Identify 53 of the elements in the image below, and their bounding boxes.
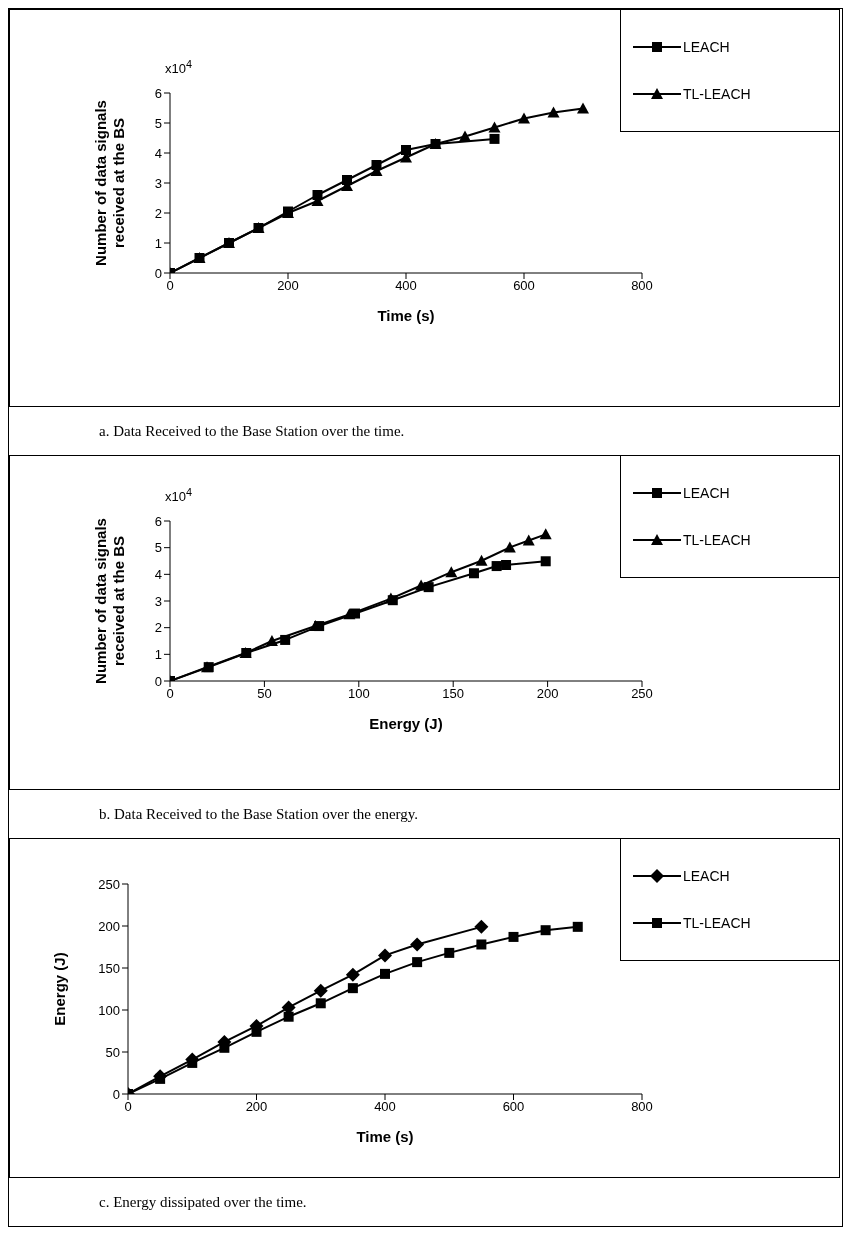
x-tick-label: 0 (166, 686, 174, 702)
x-tick-label: 100 (347, 686, 370, 702)
x-tick-label: 800 (631, 1099, 653, 1115)
y-tick-label: 5 (154, 115, 162, 131)
y-tick-label: 0 (112, 1086, 120, 1102)
x-tick-label: 0 (124, 1099, 132, 1115)
y-axis-title: Number of data signals received at the BS (92, 100, 127, 266)
y-tick-label: 1 (154, 646, 162, 662)
x-tick-label: 400 (374, 1099, 396, 1115)
y-tick-label: 50 (105, 1044, 120, 1060)
y-tick-label: 6 (154, 513, 162, 529)
text: x10$^{4}$ (165, 486, 192, 505)
y-tick-label: 250 (98, 876, 120, 892)
legend-label: LEACH (683, 39, 730, 56)
x-tick-label: 0 (166, 278, 174, 294)
x-tick-label: 800 (631, 278, 653, 294)
y-axis-title: Number of data signals received at the BS (92, 518, 127, 684)
y-tick-label: 150 (98, 960, 120, 976)
y-tick-label: 0 (154, 673, 162, 689)
y-tick-label: 4 (154, 145, 162, 161)
y-tick-label: 0 (154, 265, 162, 281)
y-tick-label: 3 (154, 175, 162, 191)
x-tick-label: 200 (536, 686, 559, 702)
y-tick-label: 5 (154, 540, 162, 556)
text: a. Data Received to the Base Station over the time. (98, 422, 406, 441)
x-tick-label: 600 (502, 1099, 525, 1115)
y-tick-label: 1 (154, 235, 162, 251)
legend-label: TL-LEACH (683, 531, 751, 548)
x-tick-label: 250 (631, 686, 653, 702)
legend-label: TL-LEACH (683, 914, 751, 931)
x-axis-title: Energy (J) (369, 715, 443, 732)
y-tick-label: 3 (154, 593, 162, 609)
legend-label: LEACH (683, 485, 730, 502)
x-axis-title: Time (s) (356, 1128, 414, 1145)
text: x10$^{4}$ (165, 58, 192, 77)
legend-label: TL-LEACH (683, 85, 751, 102)
y-tick-label: 2 (154, 620, 162, 636)
y-tick-label: 2 (154, 205, 162, 221)
y-tick-label: 4 (154, 566, 162, 582)
legend-label: LEACH (683, 868, 730, 885)
y-axis-title: Energy (J) (51, 952, 68, 1026)
x-tick-label: 200 (245, 1099, 268, 1115)
x-axis-title: Time (s) (377, 307, 435, 324)
x-tick-label: 600 (513, 278, 535, 294)
x-tick-label: 400 (395, 278, 417, 294)
x-tick-label: 50 (257, 686, 272, 702)
y-tick-label: 200 (98, 918, 120, 934)
y-tick-label: 6 (154, 85, 162, 101)
text: c. Energy dissipated over the time. (98, 1193, 308, 1212)
x-tick-label: 150 (442, 686, 465, 702)
text: b. Data Received to the Base Station over the energy. (98, 805, 420, 824)
x-tick-label: 200 (277, 278, 299, 294)
y-tick-label: 100 (98, 1002, 120, 1018)
